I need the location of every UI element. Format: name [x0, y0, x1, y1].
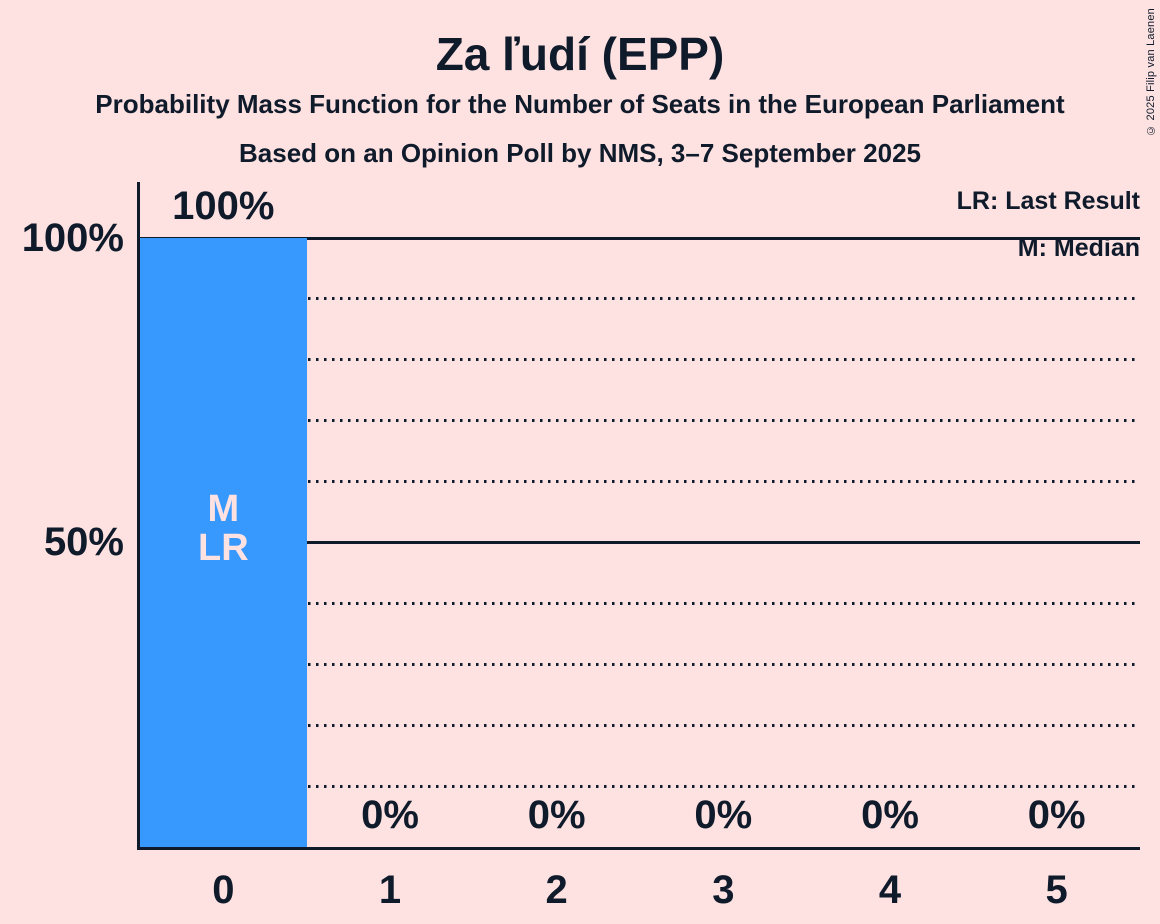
y-axis-label-50: 50% — [43, 520, 124, 564]
legend-last-result: LR: Last Result — [956, 187, 1140, 215]
gridline-dotted-40 — [140, 601, 1140, 605]
median-last-result-marker: M LR — [198, 488, 249, 569]
bar-value-label-0: 100% — [172, 184, 275, 228]
plot-area: 100% M LR 0% 0% 0% 0% 0% — [137, 182, 1140, 850]
gridline-dotted-60 — [140, 480, 1140, 484]
x-axis-line — [137, 847, 1140, 850]
bar-seats-0 — [140, 238, 307, 847]
bar-value-label-3: 0% — [694, 793, 753, 837]
gridline-dotted-20 — [140, 723, 1140, 727]
gridline-dotted-90 — [140, 297, 1140, 301]
gridline-dotted-70 — [140, 419, 1140, 423]
chart-subtitle-main: Probability Mass Function for the Number… — [95, 89, 1065, 119]
x-tick-label-3: 3 — [712, 868, 735, 912]
copyright-notice: © 2025 Filip van Laenen — [1145, 8, 1157, 136]
gridline-dotted-80 — [140, 358, 1140, 362]
chart-title: Za ľudí (EPP) — [435, 28, 725, 80]
x-tick-label-1: 1 — [378, 868, 402, 912]
bar-value-label-2: 0% — [527, 793, 586, 837]
x-tick-label-5: 5 — [1045, 868, 1068, 912]
bar-value-label-5: 0% — [1027, 793, 1086, 837]
x-axis-tick-labels: 0 1 2 3 4 5 — [140, 868, 1140, 912]
legend-median: M: Median — [1017, 234, 1140, 262]
gridline-dotted-10 — [140, 784, 1140, 788]
x-tick-label-4: 4 — [878, 868, 902, 912]
gridline-solid-50 — [140, 541, 1140, 544]
x-tick-label-0: 0 — [212, 868, 235, 912]
x-tick-label-2: 2 — [545, 868, 568, 912]
y-axis-line — [137, 182, 140, 850]
bar-value-label-1: 0% — [361, 793, 419, 837]
chart-subtitle-poll: Based on an Opinion Poll by NMS, 3–7 Sep… — [239, 138, 921, 168]
y-axis-label-100: 100% — [21, 216, 124, 260]
gridline-dotted-30 — [140, 662, 1140, 666]
bar-value-label-4: 0% — [861, 793, 919, 837]
gridline-solid-100 — [140, 236, 1140, 240]
